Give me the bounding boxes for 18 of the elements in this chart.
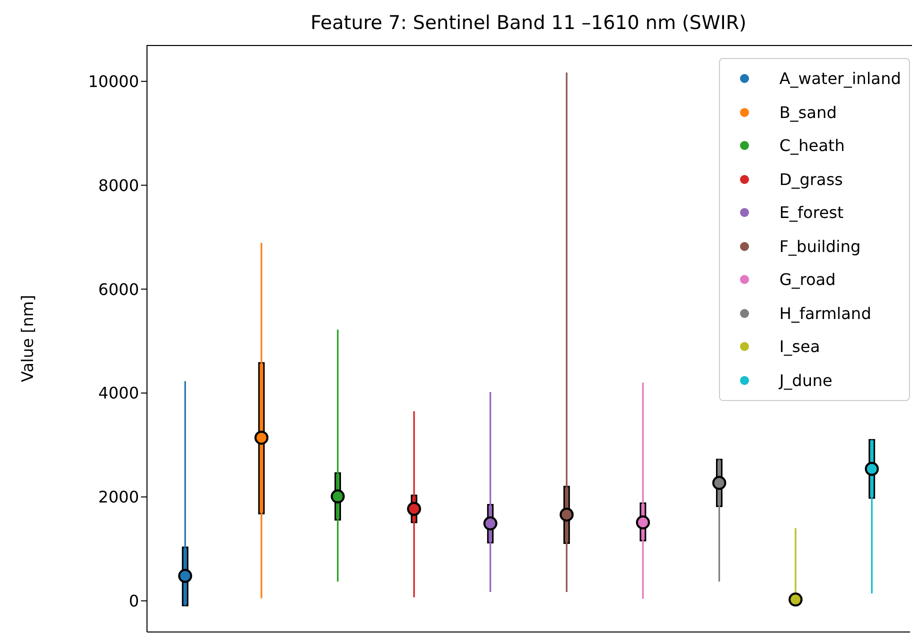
legend-label: E_forest xyxy=(779,203,844,222)
legend-label: J_dune xyxy=(779,370,832,390)
legend-label: G_road xyxy=(779,270,836,290)
legend-label: F_building xyxy=(779,236,861,256)
y-tick-label: 4000 xyxy=(98,384,139,403)
legend-label: D_grass xyxy=(779,170,843,189)
legend-label: I_sea xyxy=(779,337,820,356)
legend-label: B_sand xyxy=(779,102,837,122)
y-tick-label: 10000 xyxy=(88,72,139,92)
y-tick-label: 8000 xyxy=(98,176,139,195)
y-tick-label: 6000 xyxy=(98,280,139,299)
y-axis-title: Value [nm] xyxy=(18,294,38,382)
legend-label: A_water_inland xyxy=(779,69,901,88)
chart-title: Feature 7: Sentinel Band 11 –1610 nm (SWIR) xyxy=(310,12,748,34)
y-tick-label: 0 xyxy=(128,592,139,611)
legend-label: H_farmland xyxy=(779,304,872,323)
legend-label: C_heath xyxy=(779,136,845,156)
y-tick-label: 2000 xyxy=(98,488,139,507)
